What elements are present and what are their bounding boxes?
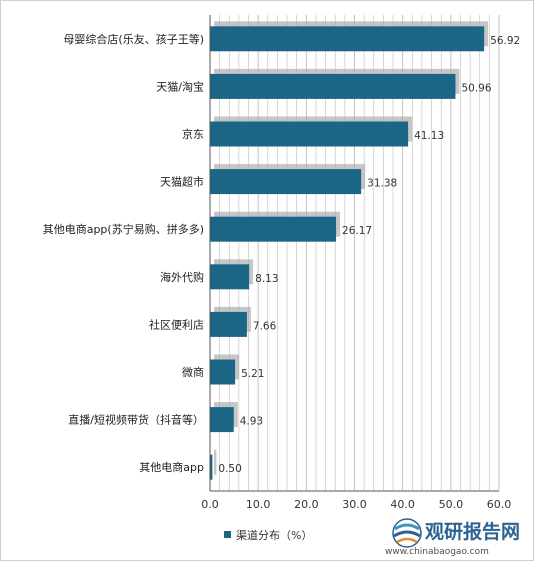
- bar: [210, 26, 485, 52]
- bar: [210, 311, 247, 337]
- watermark-url: www.chinabaogao.com: [385, 547, 489, 557]
- bar: [210, 407, 234, 433]
- bar: [210, 216, 337, 242]
- bar: [210, 121, 409, 147]
- category-label: 社区便利店: [149, 317, 204, 331]
- category-label: 微商: [182, 365, 204, 379]
- bar: [210, 454, 213, 480]
- data-label: 31.38: [367, 178, 397, 190]
- data-label: 56.92: [490, 35, 520, 47]
- category-label: 母婴综合店(乐友、孩子王等): [63, 32, 204, 46]
- sphere-logo-icon: [392, 518, 422, 548]
- data-label: 50.96: [461, 82, 491, 94]
- x-tick-label: 10.0: [246, 498, 271, 511]
- labels-layer: 母婴综合店(乐友、孩子王等) 56.92 天猫/淘宝 50.96 京东 41.13 天猫超市…: [43, 32, 521, 475]
- axis-layer: 0.0 10.0 20.0 30.0 40.0 50.0 60.0: [201, 15, 511, 511]
- category-label: 天猫/淘宝: [156, 79, 204, 93]
- x-tick-label: 40.0: [390, 498, 415, 511]
- category-label: 京东: [182, 127, 204, 141]
- bar: [210, 169, 362, 195]
- bars-layer: [210, 21, 489, 480]
- category-label: 天猫超市: [160, 175, 204, 189]
- x-tick-label: 0.0: [201, 498, 219, 511]
- category-label: 其他电商app(苏宁易购、拼多多): [43, 222, 204, 236]
- bar: [210, 359, 236, 385]
- data-label: 0.50: [218, 463, 241, 475]
- legend: 渠道分布（%）: [224, 528, 312, 542]
- bar: [210, 264, 250, 290]
- watermark-brand: 观研报告网: [425, 520, 520, 543]
- category-label: 其他电商app: [139, 460, 204, 474]
- legend-label: 渠道分布（%）: [236, 528, 312, 542]
- data-label: 41.13: [414, 130, 444, 142]
- data-label: 4.93: [240, 416, 263, 428]
- watermark: 观研报告网 www.chinabaogao.com: [385, 518, 520, 557]
- category-label: 直播/短视频带货（抖音等）: [68, 413, 204, 427]
- bar-shadow: [214, 449, 217, 475]
- x-tick-label: 20.0: [294, 498, 319, 511]
- legend-swatch: [224, 531, 231, 538]
- data-label: 7.66: [253, 320, 277, 332]
- x-tick-label: 30.0: [342, 498, 367, 511]
- data-label: 5.21: [241, 368, 264, 380]
- category-label: 海外代购: [160, 270, 204, 284]
- data-label: 8.13: [255, 273, 278, 285]
- x-tick-label: 50.0: [439, 498, 464, 511]
- bar: [210, 73, 456, 99]
- x-tick-label: 60.0: [487, 498, 512, 511]
- data-label: 26.17: [342, 225, 372, 237]
